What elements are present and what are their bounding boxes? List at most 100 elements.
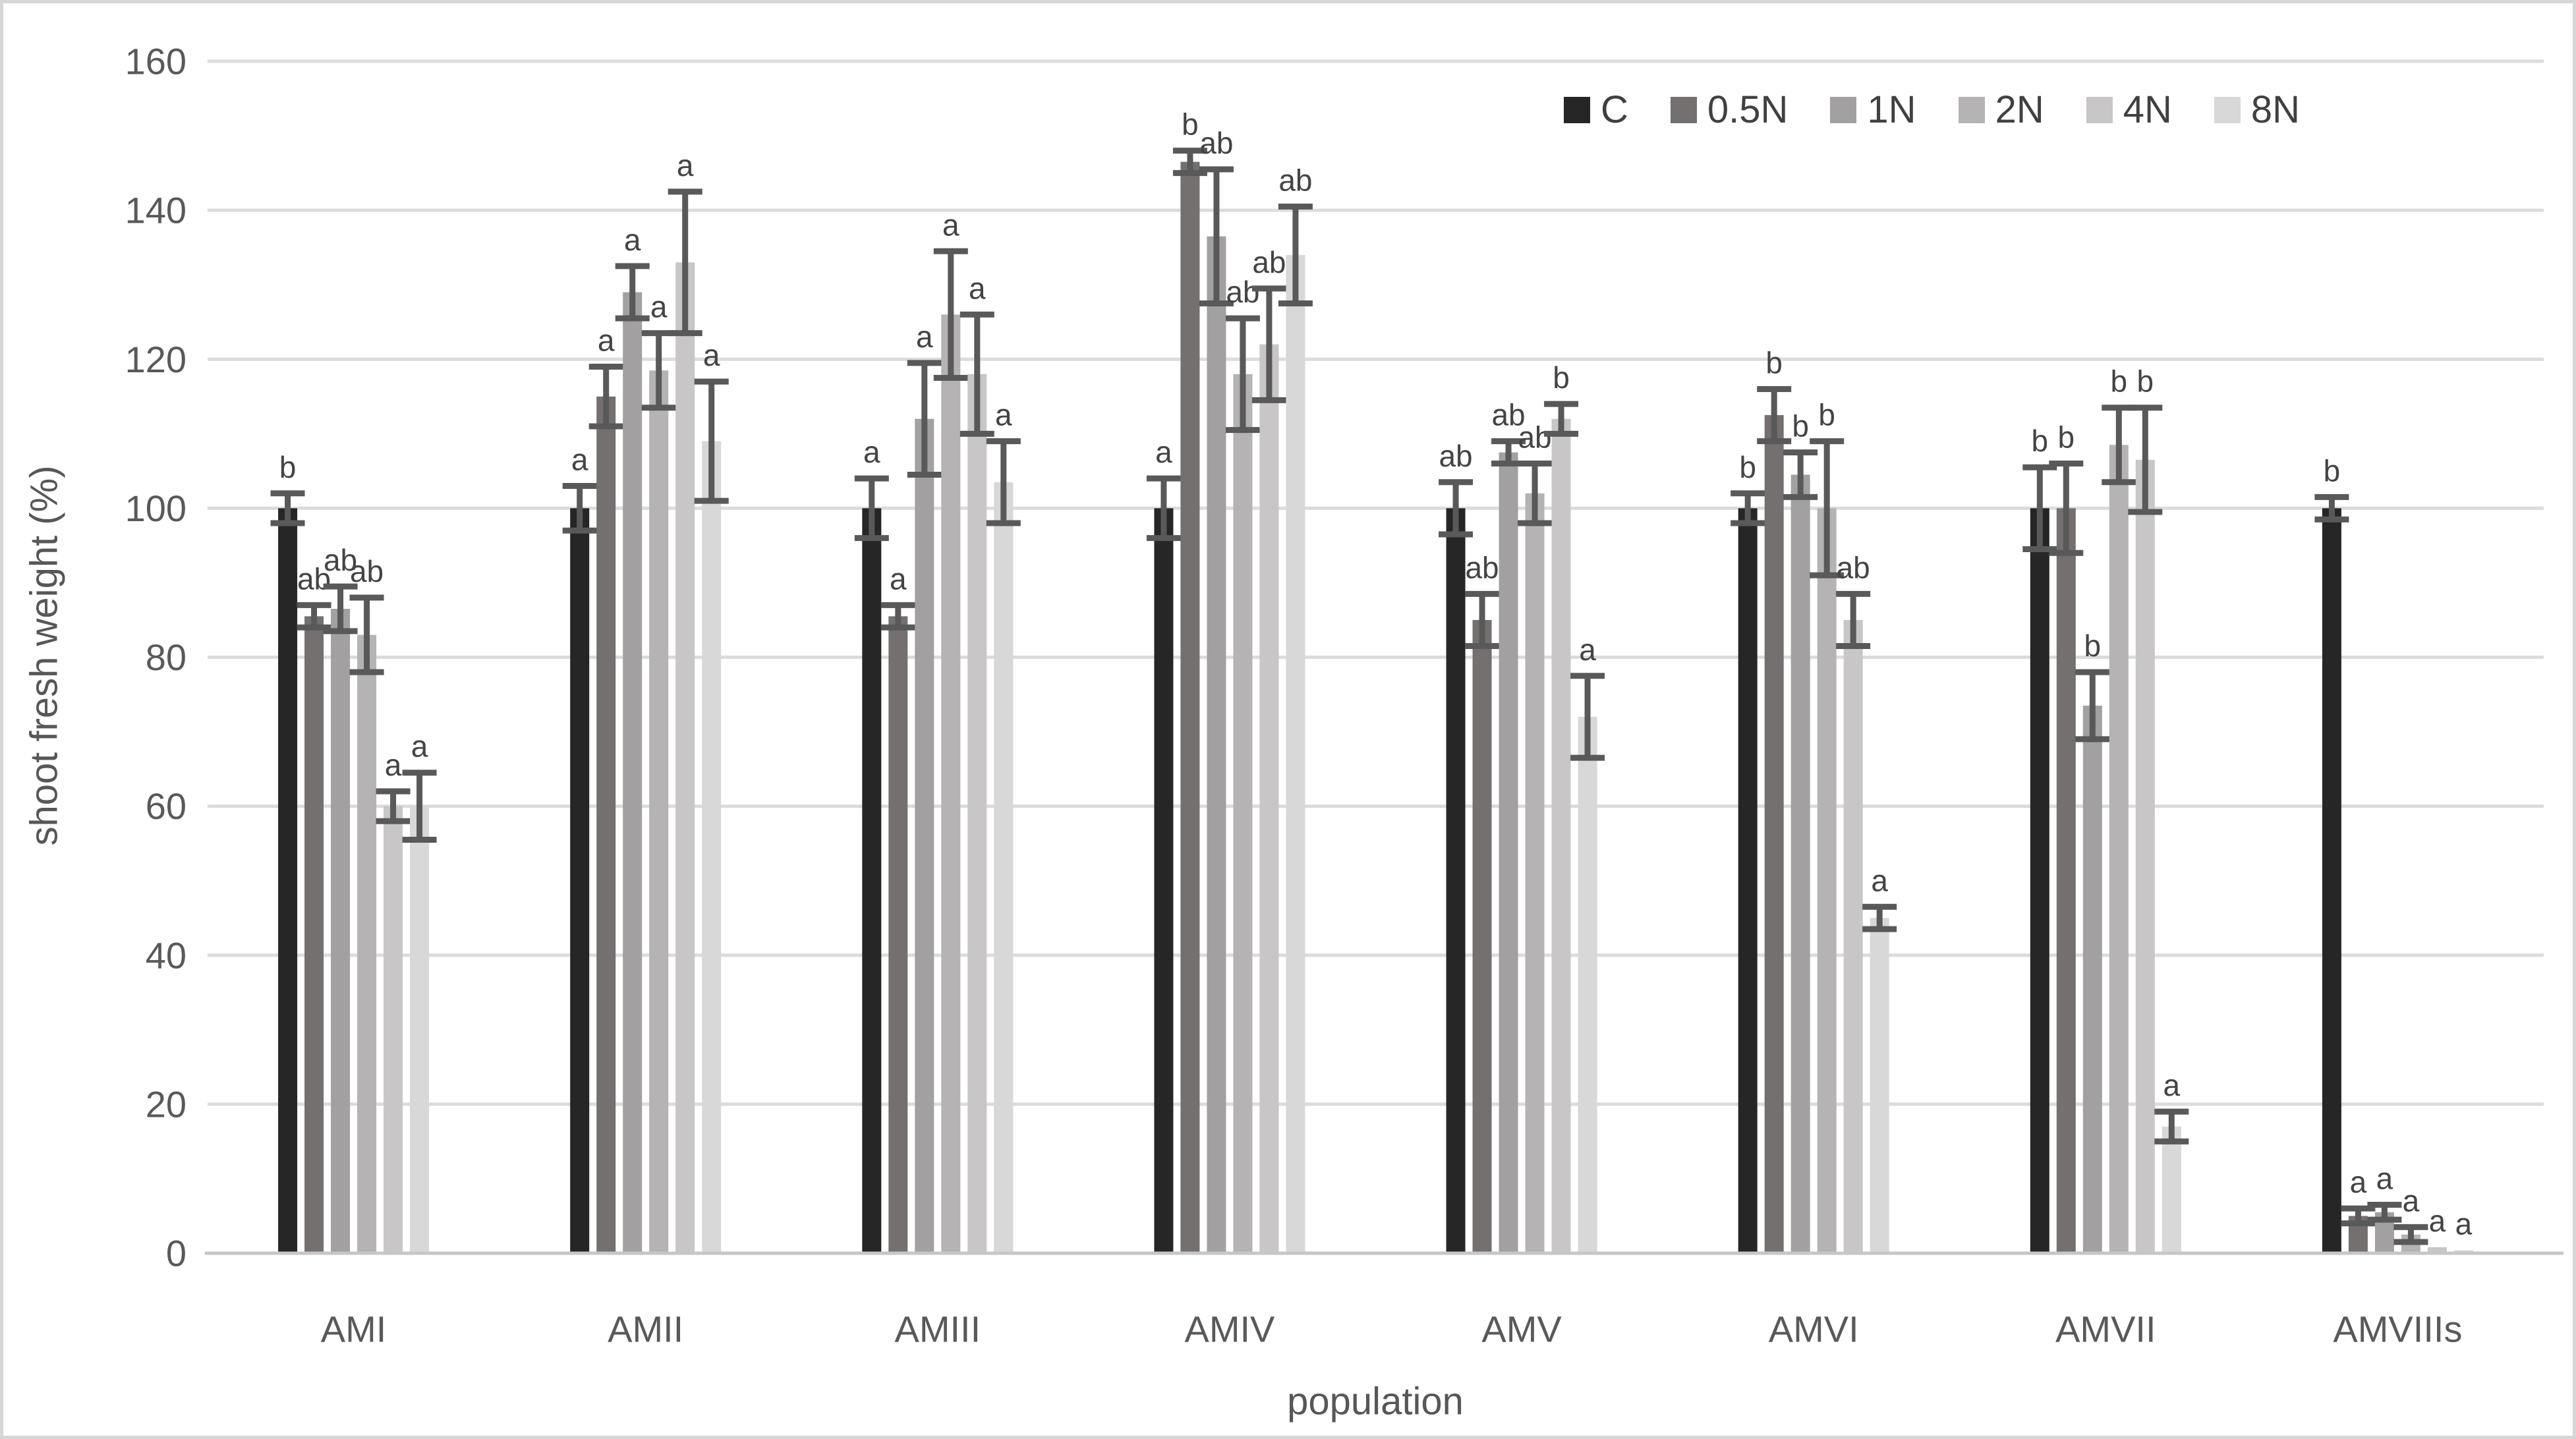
sig-letter-AMV-C: ab — [1439, 439, 1472, 473]
sig-letter-AMVII-C: b — [2032, 424, 2049, 458]
sig-letter-AMVII-8N: a — [2163, 1068, 2181, 1102]
sig-letter-AMV-4N: b — [1553, 360, 1570, 395]
sig-letter-AMVIIIs-2N: a — [2403, 1183, 2420, 1218]
sig-letter-AMVIIIs-1N: a — [2376, 1162, 2393, 1196]
sig-letter-AMV-1N: ab — [1491, 398, 1525, 432]
x-category-label-AMIV: AMIV — [1184, 1309, 1275, 1350]
legend-label-2N: 2N — [1995, 88, 2044, 131]
y-tick-label-160: 160 — [125, 41, 186, 82]
legend-swatch-0.5N — [1670, 96, 1697, 123]
bar-AMVII-1N — [2082, 705, 2102, 1253]
bar-AMII-4N — [675, 262, 695, 1253]
sig-letter-AMIII-C: a — [863, 435, 880, 469]
sig-letter-AMVI-8N: a — [1871, 863, 1888, 897]
bar-AMV-1N — [1499, 452, 1518, 1253]
sig-letter-AMV-0.5N: ab — [1465, 550, 1499, 584]
sig-letter-AMIV-0.5N: b — [1182, 107, 1199, 142]
sig-letter-AMIV-4N: ab — [1252, 245, 1286, 279]
sig-letter-AMVII-1N: b — [2084, 629, 2102, 663]
sig-letter-AMIII-1N: a — [916, 320, 933, 354]
legend-swatch-1N — [1830, 96, 1857, 123]
sig-letter-AMI-8N: a — [411, 729, 428, 764]
x-category-label-AMI: AMI — [321, 1309, 387, 1350]
legend-item-0.5N: 0.5N — [1670, 88, 1788, 132]
legend-label-4N: 4N — [2123, 88, 2172, 131]
sig-letter-AMVI-C: b — [1739, 450, 1756, 484]
y-tick-label-0: 0 — [166, 1233, 186, 1274]
bar-AMVI-0.5N — [1764, 415, 1784, 1253]
sig-letter-AMII-4N: a — [677, 148, 694, 183]
bar-AMIII-8N — [994, 482, 1014, 1253]
sig-letter-AMII-1N: a — [624, 223, 641, 257]
sig-letter-AMVI-2N: b — [1818, 398, 1835, 432]
bar-AMVII-2N — [2109, 445, 2129, 1253]
bar-AMIV-8N — [1286, 254, 1305, 1253]
sig-letter-AMVI-4N: ab — [1837, 550, 1870, 584]
sig-letter-AMVIIIs-C: b — [2324, 453, 2341, 488]
bar-AMV-4N — [1551, 418, 1571, 1254]
chart-svg: 020406080100120140160AMIbabababaaAMIIaaa… — [125, 41, 2563, 1350]
x-category-label-AMII: AMII — [608, 1309, 683, 1350]
bar-AMIV-C — [1154, 508, 1174, 1253]
bar-AMII-2N — [649, 370, 669, 1253]
bar-AMVII-0.5N — [2056, 508, 2076, 1253]
bar-AMIII-C — [862, 508, 882, 1253]
bar-AMVI-2N — [1817, 508, 1837, 1253]
x-category-label-AMVI: AMVI — [1769, 1309, 1859, 1350]
bar-AMV-2N — [1525, 493, 1545, 1254]
bar-AMVIIIs-4N — [2427, 1247, 2447, 1253]
sig-letter-AMVIIIs-0.5N: a — [2350, 1165, 2367, 1199]
sig-letter-AMVI-0.5N: b — [1765, 345, 1783, 380]
sig-letter-AMII-8N: a — [703, 338, 720, 372]
x-category-label-AMVII: AMVII — [2055, 1309, 2156, 1350]
legend-item-1N: 1N — [1830, 88, 1916, 132]
bar-AMVIIIs-C — [2322, 508, 2341, 1253]
bar-AMI-C — [278, 508, 298, 1253]
bar-AMIII-2N — [941, 314, 961, 1254]
bar-AMIII-0.5N — [888, 616, 908, 1253]
bar-AMI-0.5N — [304, 616, 324, 1253]
bar-AMVII-C — [2030, 508, 2049, 1253]
sig-letter-AMIII-8N: a — [995, 398, 1012, 432]
sig-letter-AMVIIIs-4N: a — [2429, 1204, 2446, 1238]
bar-AMV-0.5N — [1472, 619, 1492, 1253]
sig-letter-AMI-1N: ab — [324, 543, 357, 577]
sig-letter-AMV-8N: a — [1579, 633, 1596, 667]
legend-item-2N: 2N — [1958, 88, 2044, 132]
x-category-label-AMV: AMV — [1481, 1309, 1562, 1350]
bar-AMII-8N — [702, 441, 722, 1253]
legend-label-C: C — [1601, 88, 1628, 131]
sig-letter-AMIV-8N: ab — [1278, 163, 1312, 197]
sig-letter-AMII-2N: a — [650, 290, 668, 324]
bar-AMVI-4N — [1843, 619, 1863, 1253]
y-tick-label-140: 140 — [125, 190, 186, 231]
sig-letter-AMVIIIs-8N: a — [2455, 1206, 2473, 1241]
bar-AMII-C — [570, 508, 590, 1253]
sig-letter-AMIV-2N: ab — [1226, 275, 1259, 309]
sig-letter-AMI-C: b — [279, 450, 297, 484]
y-tick-label-100: 100 — [125, 488, 186, 529]
chart-plot-area: 0 20 40 60 80 100 120 140 160 AMI b ab ab ab a a AMII a a a… — [3, 3, 2573, 1436]
y-tick-label-120: 120 — [125, 339, 186, 380]
bar-AMII-1N — [623, 292, 643, 1253]
bar-AMIV-1N — [1207, 236, 1226, 1253]
bar-AMI-1N — [331, 609, 351, 1253]
sig-letter-AMVII-0.5N: b — [2058, 420, 2075, 455]
x-category-label-AMIII: AMIII — [894, 1309, 981, 1350]
legend-label-8N: 8N — [2250, 88, 2301, 131]
legend-item-8N: 8N — [2214, 88, 2300, 132]
y-tick-label-40: 40 — [146, 934, 186, 976]
legend-swatch-C — [1564, 96, 1590, 123]
bar-AMV-C — [1446, 508, 1466, 1253]
legend-item-C: C — [1564, 88, 1628, 132]
sig-letter-AMVII-2N: b — [2111, 364, 2128, 399]
legend-item-4N: 4N — [2086, 88, 2172, 132]
sig-letter-AMVI-1N: b — [1792, 409, 1809, 443]
sig-letter-AMIII-2N: a — [942, 208, 959, 242]
bar-AMII-0.5N — [596, 396, 616, 1253]
y-tick-label-60: 60 — [146, 785, 186, 827]
sig-letter-AMIV-C: a — [1155, 435, 1172, 469]
bar-AMV-8N — [1578, 716, 1597, 1253]
sig-letter-AMIII-0.5N: a — [890, 561, 907, 596]
